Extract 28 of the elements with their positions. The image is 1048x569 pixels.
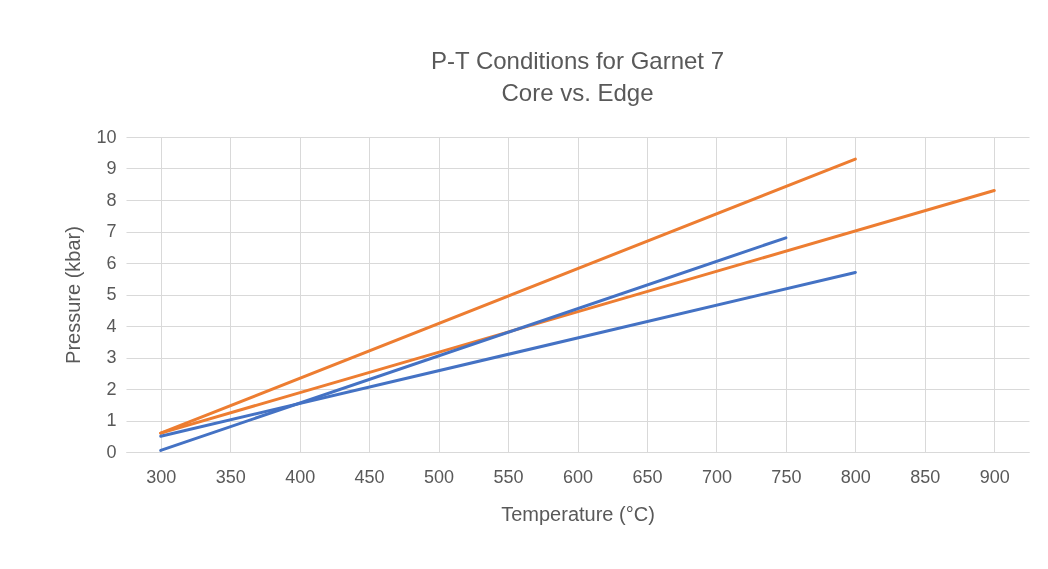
x-tick-label: 750 <box>771 466 802 487</box>
x-tick-label: 700 <box>701 466 732 487</box>
x-tick-label: 450 <box>354 466 385 487</box>
y-tick-label: 6 <box>106 252 117 273</box>
x-tick-label: 650 <box>632 466 663 487</box>
x-tick-label: 550 <box>493 466 524 487</box>
chart-title: P-T Conditions for Garnet 7 <box>430 47 725 74</box>
y-tick-label: 4 <box>106 315 117 336</box>
y-tick-label: 3 <box>106 347 117 367</box>
y-tick-label: 9 <box>106 158 117 178</box>
y-tick-label: 1 <box>106 410 117 430</box>
x-tick-label: 900 <box>979 466 1010 487</box>
x-tick-label: 800 <box>840 466 871 487</box>
y-tick-label: 7 <box>106 221 117 241</box>
x-tick-label: 850 <box>910 466 941 487</box>
x-tick-label: 600 <box>562 466 594 487</box>
x-tick-label: 400 <box>285 466 316 487</box>
y-axis-title: Pressure (kbar) <box>62 226 85 364</box>
x-tick-label: 350 <box>215 466 246 487</box>
chart-subtitle: Core vs. Edge <box>501 79 654 106</box>
y-tick-label: 10 <box>96 126 117 147</box>
y-tick-label: 0 <box>106 441 117 462</box>
y-tick-label: 5 <box>106 284 117 304</box>
x-axis-title: Temperature (°C) <box>501 502 655 525</box>
x-tick-label: 300 <box>146 466 177 487</box>
y-tick-label: 8 <box>106 189 117 210</box>
y-tick-label: 2 <box>106 378 117 399</box>
x-tick-label: 500 <box>424 466 455 487</box>
